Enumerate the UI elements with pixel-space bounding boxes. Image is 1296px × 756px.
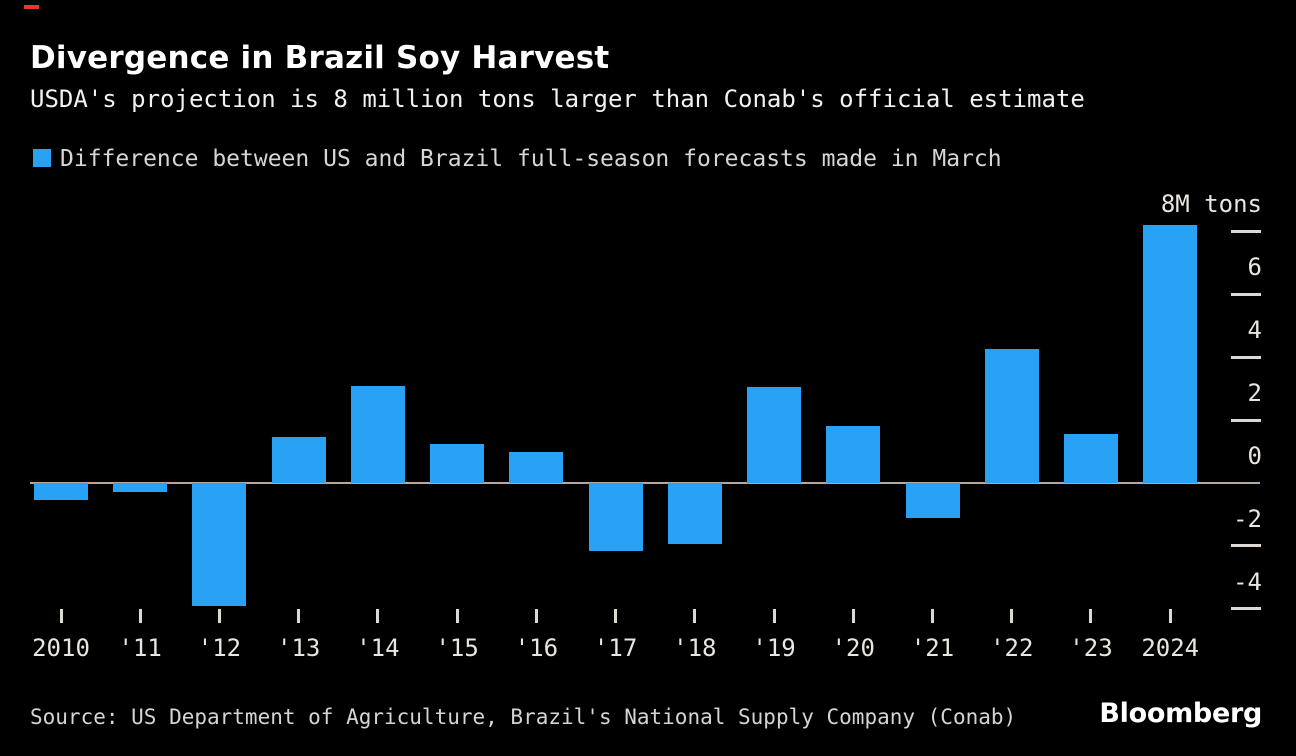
chart-bar [747, 387, 802, 483]
x-axis-label: '19 [752, 634, 796, 662]
y-axis-label: 8M tons [1160, 190, 1262, 219]
y-axis-tick [1231, 355, 1261, 359]
x-axis-tick [59, 609, 63, 623]
x-axis-label: '21 [910, 634, 955, 662]
x-axis-tick [138, 609, 142, 623]
chart-bar [271, 437, 326, 483]
source-note: Source: US Department of Agriculture, Br… [30, 705, 1017, 729]
x-axis-label: 2010 [32, 634, 90, 662]
y-axis-tick [1231, 607, 1261, 611]
x-axis-tick [772, 609, 776, 623]
x-axis-tick [1010, 609, 1014, 623]
x-axis-tick [931, 609, 935, 623]
x-axis-label: '15 [435, 634, 479, 662]
x-axis-tick [1089, 609, 1093, 623]
legend-label: Difference between US and Brazil full-se… [60, 146, 1002, 172]
chart-bar [34, 483, 88, 501]
x-axis-label: '14 [356, 634, 400, 662]
x-axis-label: 2024 [1141, 634, 1200, 662]
zero-baseline [30, 482, 1260, 484]
x-axis-tick [455, 609, 459, 623]
chart-bar [588, 483, 643, 551]
x-axis-label: '17 [593, 634, 638, 662]
x-axis-label: '18 [673, 634, 717, 662]
x-axis-tick [614, 609, 618, 623]
x-axis-tick [534, 609, 538, 623]
y-axis-label: -4 [1233, 567, 1262, 596]
x-axis-label: '20 [831, 634, 875, 662]
bloomberg-logo: Bloomberg [1099, 698, 1262, 729]
x-axis-label: '13 [277, 634, 321, 662]
x-axis-tick [1168, 609, 1172, 623]
chart-bar [905, 483, 960, 518]
y-axis-label: 0 [1247, 442, 1262, 470]
x-axis-tick [297, 609, 301, 623]
chart-subtitle: USDA's projection is 8 million tons larg… [30, 85, 1085, 113]
chart-bar [113, 483, 168, 493]
chart-bar [984, 349, 1039, 483]
y-axis-label: 4 [1247, 316, 1262, 345]
y-axis-label: -2 [1233, 504, 1262, 533]
chart-bar [1143, 225, 1198, 483]
chart-bar [509, 451, 564, 483]
legend-swatch [33, 149, 51, 167]
y-axis-tick [1231, 292, 1261, 296]
x-axis-tick [217, 609, 221, 623]
x-axis-tick [851, 609, 855, 623]
x-axis-label: '12 [197, 634, 242, 662]
x-axis-tick [376, 609, 380, 623]
y-axis-tick [1231, 418, 1261, 422]
chart-bar [667, 483, 722, 545]
y-axis-label: 2 [1247, 379, 1262, 408]
y-axis-tick [1231, 229, 1261, 233]
x-axis-tick [693, 609, 697, 623]
chart-bar [1063, 434, 1118, 483]
chart-title: Divergence in Brazil Soy Harvest [30, 40, 610, 76]
x-axis-label: '11 [118, 634, 162, 662]
x-axis-label: '22 [990, 634, 1034, 662]
y-axis-label: 6 [1247, 253, 1262, 282]
x-axis-label: '23 [1069, 634, 1113, 662]
chart-bar [350, 385, 405, 483]
chart-bar [192, 483, 247, 606]
y-axis-tick [1231, 544, 1261, 548]
x-axis-label: '16 [514, 634, 559, 662]
red-accent-dash [24, 5, 39, 9]
chart-bar [430, 443, 485, 483]
chart-bar [826, 426, 881, 483]
